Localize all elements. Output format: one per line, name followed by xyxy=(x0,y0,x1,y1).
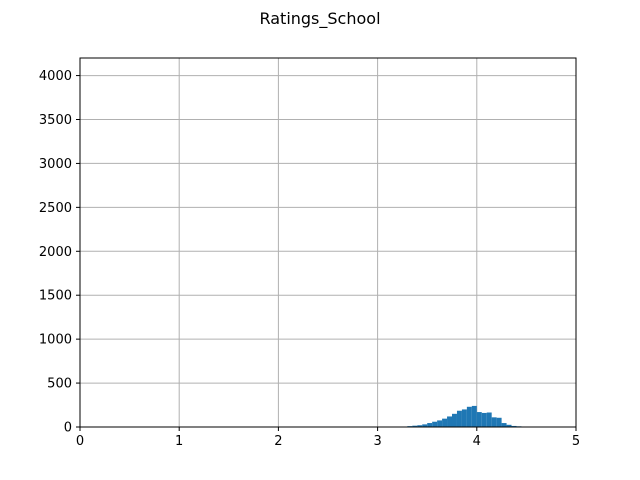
x-tick-label: 1 xyxy=(175,434,183,449)
histogram-bar xyxy=(506,424,512,427)
y-axis-ticks: 0 500 1000 1500 2000 2500 3000 3500 4000 xyxy=(39,69,80,436)
x-tick-label: 3 xyxy=(373,434,381,449)
histogram-bar xyxy=(496,417,502,427)
histogram-bar xyxy=(461,409,467,427)
histogram-bar xyxy=(427,423,433,427)
histogram-bar xyxy=(412,425,418,427)
y-tick-label: 0 xyxy=(64,421,72,436)
histogram-bar xyxy=(422,424,428,427)
x-tick-label: 0 xyxy=(76,434,84,449)
histogram-bar xyxy=(432,421,438,427)
y-tick-label: 3500 xyxy=(39,113,72,128)
plot-frame xyxy=(79,57,577,428)
y-tick-label: 500 xyxy=(47,377,72,392)
y-tick-label: 1000 xyxy=(39,333,72,348)
x-tick-label: 2 xyxy=(274,434,282,449)
histogram-bar xyxy=(442,418,448,427)
histogram-bar xyxy=(511,425,517,427)
axes xyxy=(79,57,577,428)
histogram-bar xyxy=(466,406,472,427)
grid-lines xyxy=(79,58,577,428)
histogram-bars xyxy=(402,405,532,427)
histogram-bar xyxy=(501,423,507,427)
histogram-bar xyxy=(447,416,452,427)
y-tick-label: 4000 xyxy=(39,69,72,84)
y-tick-label: 2000 xyxy=(39,245,72,260)
histogram-bar xyxy=(417,425,423,427)
histogram-bar xyxy=(456,410,462,427)
y-tick-label: 1500 xyxy=(39,289,72,304)
histogram-bar xyxy=(476,412,482,427)
histogram-bar xyxy=(437,420,443,427)
histogram-bar xyxy=(452,413,457,427)
chart-title: Ratings_School xyxy=(259,9,380,29)
x-tick-label: 5 xyxy=(572,434,580,449)
histogram-bar xyxy=(471,405,477,427)
y-tick-label: 2500 xyxy=(39,201,72,216)
x-axis-ticks: 0 1 2 3 4 5 xyxy=(76,427,580,449)
histogram-bar xyxy=(491,417,497,427)
histogram-bar xyxy=(486,412,492,427)
x-tick-label: 4 xyxy=(473,434,481,449)
y-tick-label: 3000 xyxy=(39,157,72,172)
histogram-bar xyxy=(481,412,487,427)
